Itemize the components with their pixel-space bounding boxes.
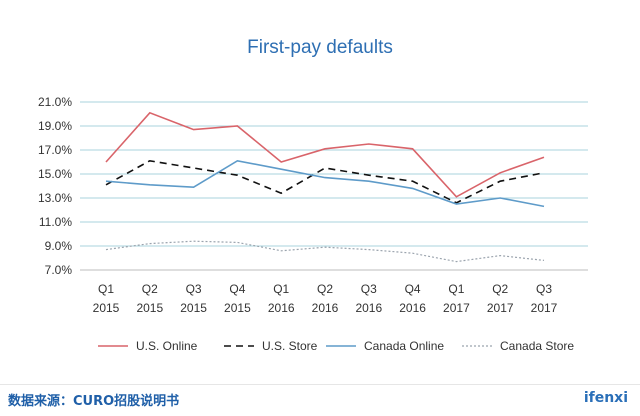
brand-logo: ifenxi bbox=[583, 390, 628, 406]
x-tick-label-year: 2016 bbox=[399, 301, 426, 315]
series-lines bbox=[105, 111, 545, 263]
y-tick-label: 13.0% bbox=[38, 191, 72, 205]
y-tick-label: 21.0% bbox=[38, 95, 72, 109]
x-tick-label-year: 2015 bbox=[180, 301, 207, 315]
legend-label: Canada Online bbox=[364, 339, 444, 353]
legend-label: U.S. Online bbox=[136, 339, 198, 353]
x-tick-label-year: 2015 bbox=[224, 301, 251, 315]
x-tick-label-year: 2017 bbox=[531, 301, 558, 315]
y-tick-label: 7.0% bbox=[45, 263, 73, 277]
x-tick-label-quarter: Q2 bbox=[492, 282, 508, 296]
y-tick-label: 17.0% bbox=[38, 143, 72, 157]
x-tick-label-quarter: Q3 bbox=[536, 282, 552, 296]
y-tick-label: 15.0% bbox=[38, 167, 72, 181]
x-tick-label-year: 2015 bbox=[136, 301, 163, 315]
x-tick-label-quarter: Q3 bbox=[361, 282, 377, 296]
y-tick-label: 11.0% bbox=[39, 215, 72, 229]
x-axis: Q1 2015 Q2 2015 Q3 2015 Q4 2015 Q1 2016 Q2 2016 Q3 20… bbox=[93, 282, 558, 315]
legend-label: U.S. Store bbox=[262, 339, 318, 353]
source-note: 数据来源：CURO招股说明书 bbox=[8, 394, 180, 409]
x-tick-label-quarter: Q2 bbox=[317, 282, 333, 296]
x-tick-label-year: 2017 bbox=[487, 301, 514, 315]
x-tick-label-year: 2016 bbox=[268, 301, 295, 315]
x-tick-label-year: 2017 bbox=[443, 301, 470, 315]
x-tick-label-year: 2016 bbox=[312, 301, 339, 315]
gridlines bbox=[80, 101, 588, 271]
legend-label: Canada Store bbox=[500, 339, 574, 353]
x-tick-label-year: 2016 bbox=[355, 301, 382, 315]
x-tick-label-quarter: Q2 bbox=[142, 282, 158, 296]
x-tick-label-quarter: Q4 bbox=[229, 282, 245, 296]
chart-title: First-pay defaults bbox=[247, 37, 393, 58]
x-tick-label-quarter: Q1 bbox=[448, 282, 464, 296]
series-line-canada-online bbox=[105, 159, 545, 208]
y-tick-label: 19.0% bbox=[38, 119, 72, 133]
x-tick-label-quarter: Q4 bbox=[405, 282, 421, 296]
x-tick-label-quarter: Q1 bbox=[273, 282, 289, 296]
y-tick-label: 9.0% bbox=[45, 239, 73, 253]
x-tick-label-year: 2015 bbox=[93, 301, 120, 315]
series-line-u-s-store bbox=[105, 159, 545, 204]
chart: First-pay defaults 21.0% 19.0% 17.0% 15.0% 1… bbox=[38, 37, 588, 353]
legend: U.S. Online U.S. Store Canada Online Canada… bbox=[98, 339, 574, 353]
x-tick-label-quarter: Q3 bbox=[186, 282, 202, 296]
x-tick-label-quarter: Q1 bbox=[98, 282, 114, 296]
series-line-canada-store bbox=[105, 240, 545, 263]
footer-divider bbox=[0, 384, 640, 385]
series-line-u-s-online bbox=[105, 111, 545, 198]
y-axis: 21.0% 19.0% 17.0% 15.0% 13.0% 11.0% 9.0% 7.0% bbox=[38, 95, 72, 277]
